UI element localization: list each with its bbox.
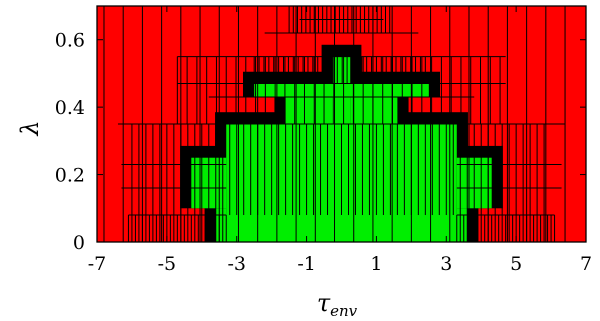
y-tick-label: 0: [73, 232, 85, 254]
x-axis-label: τenv: [317, 289, 358, 320]
region-feasible: [215, 208, 227, 242]
x-tick-label: 7: [580, 253, 592, 275]
region-feasible: [350, 97, 398, 124]
x-tick-label: 1: [370, 253, 382, 275]
x-axis-label-main: τ: [317, 289, 331, 317]
y-axis: 0 0.2 0.4 0.6: [55, 30, 586, 254]
x-tick-label: -5: [158, 253, 177, 275]
plot-frame: [96, 5, 587, 243]
y-tick-label: 0.6: [55, 30, 85, 52]
x-tick-label: 5: [510, 253, 522, 275]
region-feasible: [254, 83, 429, 98]
y-tick-label: 0.4: [55, 97, 85, 119]
x-axis-label-sub: env: [330, 302, 358, 320]
x-tick-label: -3: [227, 253, 246, 275]
region-feasible: [285, 97, 333, 124]
y-tick-label: 0.2: [55, 165, 85, 187]
x-axis: -7 -5 -3 -1 1 3 5 7: [88, 6, 592, 275]
x-tick-label: -1: [297, 253, 316, 275]
region-feasible: [456, 208, 468, 242]
y-axis-label: λ: [16, 120, 44, 136]
cell-edges: [103, 6, 566, 242]
x-tick-label: -7: [88, 253, 107, 275]
x-tick-label: 3: [440, 253, 452, 275]
